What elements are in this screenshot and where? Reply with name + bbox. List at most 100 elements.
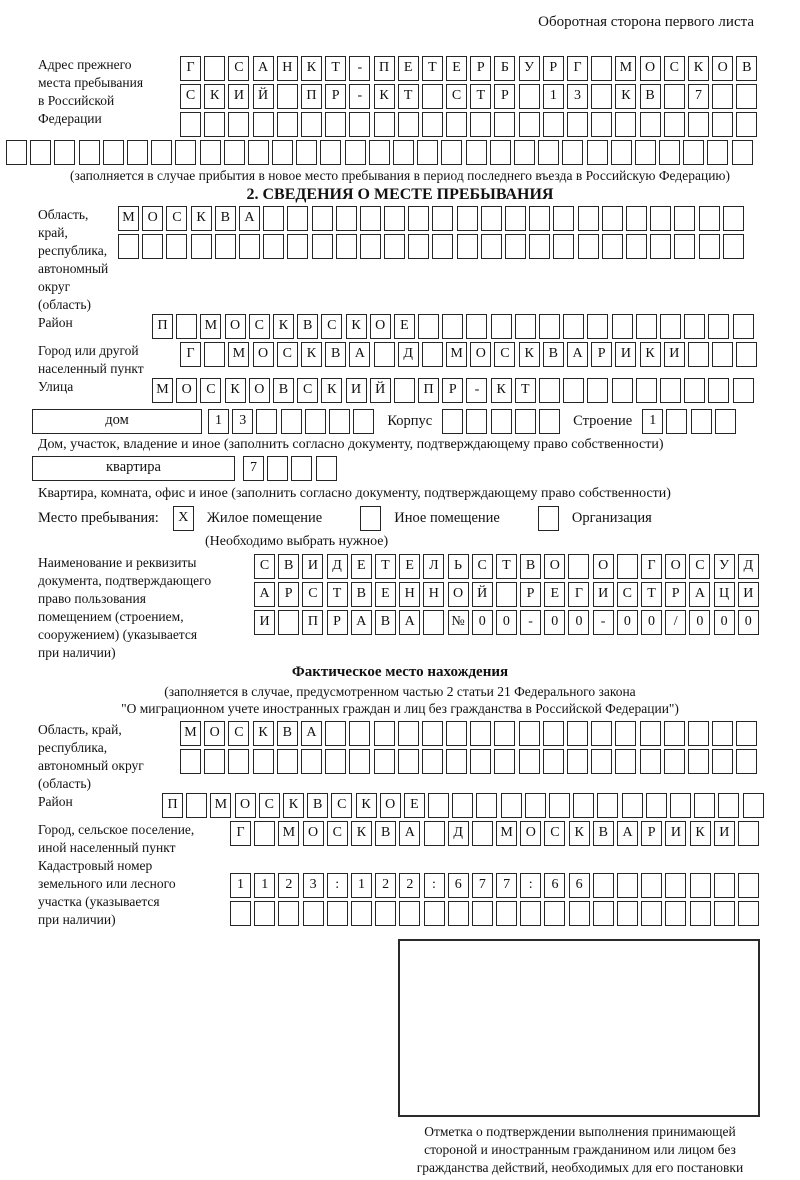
char-cell[interactable]: П [162, 793, 183, 818]
char-cell[interactable]: О [142, 206, 164, 231]
char-cell[interactable]: Ц [713, 582, 735, 607]
char-cell[interactable] [175, 140, 197, 165]
char-cell[interactable]: К [518, 342, 540, 367]
char-cell[interactable]: - [349, 56, 371, 81]
char-cell[interactable]: Й [471, 582, 493, 607]
char-cell[interactable]: П [300, 84, 322, 109]
char-cell[interactable]: К [224, 378, 246, 403]
char-cell[interactable] [549, 793, 570, 818]
char-cell[interactable] [325, 749, 347, 774]
char-cell[interactable]: 7 [471, 873, 493, 898]
char-cell[interactable]: К [615, 84, 637, 109]
char-cell[interactable] [204, 56, 226, 81]
char-cell[interactable]: : [520, 873, 542, 898]
char-cell[interactable]: 2 [399, 873, 421, 898]
char-cell[interactable]: К [272, 314, 294, 339]
char-cell[interactable]: Й [252, 84, 274, 109]
char-cell[interactable] [736, 749, 758, 774]
char-cell[interactable] [384, 206, 406, 231]
char-cell[interactable]: В [276, 721, 298, 746]
char-cell[interactable]: О [302, 821, 324, 846]
char-cell[interactable] [577, 206, 599, 231]
char-cell[interactable] [529, 234, 551, 259]
char-cell[interactable] [520, 901, 542, 926]
char-cell[interactable]: С [166, 206, 188, 231]
char-cell[interactable] [186, 793, 208, 818]
dom-box[interactable]: дом [32, 409, 202, 434]
char-cell[interactable] [421, 84, 443, 109]
char-cell[interactable]: О [592, 554, 614, 579]
char-cell[interactable] [712, 112, 734, 137]
char-cell[interactable]: К [282, 793, 304, 818]
char-cell[interactable]: О [234, 793, 256, 818]
char-cell[interactable]: П [152, 314, 173, 339]
char-cell[interactable]: 0 [471, 610, 493, 635]
char-cell[interactable] [496, 901, 518, 926]
char-cell[interactable] [611, 314, 633, 339]
char-cell[interactable] [542, 721, 564, 746]
char-cell[interactable]: Л [423, 554, 445, 579]
char-cell[interactable] [736, 342, 758, 367]
char-cell[interactable]: Р [591, 342, 613, 367]
char-cell[interactable]: 0 [495, 610, 517, 635]
char-cell[interactable]: 1 [642, 409, 664, 434]
char-cell[interactable] [698, 234, 720, 259]
char-cell[interactable]: А [349, 342, 371, 367]
char-cell[interactable]: С [258, 793, 280, 818]
char-cell[interactable] [276, 112, 298, 137]
char-cell[interactable] [650, 206, 672, 231]
char-cell[interactable]: П [302, 610, 324, 635]
char-cell[interactable]: Н [423, 582, 445, 607]
char-cell[interactable] [732, 378, 754, 403]
char-cell[interactable] [393, 140, 414, 165]
char-cell[interactable] [563, 314, 585, 339]
char-cell[interactable] [544, 901, 566, 926]
char-cell[interactable] [204, 342, 226, 367]
char-cell[interactable]: А [617, 821, 638, 846]
char-cell[interactable] [320, 140, 342, 165]
char-cell[interactable] [373, 721, 395, 746]
char-cell[interactable] [737, 873, 759, 898]
char-cell[interactable] [737, 901, 759, 926]
char-cell[interactable] [567, 749, 588, 774]
char-cell[interactable] [663, 721, 685, 746]
char-cell[interactable] [296, 140, 318, 165]
char-cell[interactable]: О [369, 314, 391, 339]
char-cell[interactable]: Г [568, 582, 590, 607]
char-cell[interactable] [514, 314, 536, 339]
char-cell[interactable] [272, 140, 294, 165]
char-cell[interactable] [256, 409, 278, 434]
char-cell[interactable] [78, 140, 100, 165]
char-cell[interactable]: Т [470, 84, 492, 109]
char-cell[interactable] [737, 821, 759, 846]
char-cell[interactable] [328, 409, 350, 434]
char-cell[interactable] [302, 901, 324, 926]
char-cell[interactable]: В [639, 84, 661, 109]
char-cell[interactable] [287, 234, 309, 259]
char-cell[interactable] [684, 378, 706, 403]
char-cell[interactable] [204, 112, 226, 137]
char-cell[interactable]: А [238, 206, 260, 231]
char-cell[interactable] [708, 314, 730, 339]
checkbox-zhiloe[interactable]: X [172, 506, 194, 531]
char-cell[interactable] [690, 409, 712, 434]
char-cell[interactable] [615, 112, 637, 137]
char-cell[interactable]: А [689, 582, 711, 607]
char-cell[interactable]: Т [421, 56, 443, 81]
char-cell[interactable]: 0 [544, 610, 566, 635]
char-cell[interactable] [601, 234, 623, 259]
char-cell[interactable]: 0 [713, 610, 735, 635]
char-cell[interactable] [417, 140, 439, 165]
char-cell[interactable]: М [446, 342, 468, 367]
char-cell[interactable] [586, 140, 608, 165]
char-cell[interactable] [567, 721, 588, 746]
char-cell[interactable] [399, 901, 421, 926]
char-cell[interactable] [689, 873, 711, 898]
char-cell[interactable] [663, 84, 685, 109]
char-cell[interactable] [641, 873, 663, 898]
char-cell[interactable] [553, 234, 575, 259]
char-cell[interactable] [616, 554, 638, 579]
char-cell[interactable] [470, 749, 492, 774]
char-cell[interactable] [166, 234, 188, 259]
char-cell[interactable] [373, 749, 395, 774]
